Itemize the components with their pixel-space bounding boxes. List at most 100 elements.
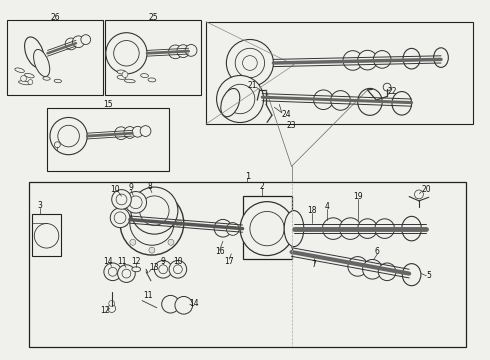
Circle shape: [120, 192, 184, 255]
Circle shape: [108, 267, 117, 276]
Bar: [105, 20, 201, 95]
Circle shape: [358, 219, 377, 238]
Text: 13: 13: [149, 263, 159, 272]
Ellipse shape: [221, 89, 240, 117]
Circle shape: [104, 263, 122, 281]
Circle shape: [130, 201, 136, 207]
Text: 18: 18: [307, 207, 317, 215]
Bar: [243, 196, 292, 259]
Text: 26: 26: [50, 13, 60, 22]
Text: 1: 1: [245, 172, 250, 181]
Circle shape: [122, 72, 128, 77]
Circle shape: [125, 192, 147, 213]
Circle shape: [217, 76, 264, 122]
Circle shape: [28, 80, 33, 85]
Circle shape: [169, 45, 182, 59]
Circle shape: [415, 190, 423, 199]
Circle shape: [373, 51, 391, 68]
Circle shape: [331, 91, 350, 110]
Circle shape: [122, 220, 128, 226]
Circle shape: [363, 260, 382, 279]
Text: 15: 15: [103, 100, 113, 109]
Text: 14: 14: [103, 257, 113, 266]
Text: 10: 10: [110, 185, 120, 194]
Text: 12: 12: [131, 257, 141, 266]
Ellipse shape: [19, 81, 30, 85]
Ellipse shape: [434, 48, 448, 67]
Bar: [206, 22, 473, 124]
Circle shape: [132, 126, 143, 137]
Circle shape: [177, 45, 190, 58]
Ellipse shape: [402, 264, 421, 286]
Text: 16: 16: [215, 248, 224, 256]
Circle shape: [375, 219, 394, 238]
Circle shape: [226, 222, 239, 235]
Circle shape: [124, 127, 136, 138]
Circle shape: [58, 125, 79, 147]
Ellipse shape: [24, 73, 34, 78]
Ellipse shape: [43, 77, 50, 80]
Text: 7: 7: [311, 260, 316, 269]
Circle shape: [235, 48, 265, 78]
Text: 23: 23: [287, 121, 296, 130]
Circle shape: [122, 269, 131, 278]
Circle shape: [250, 211, 284, 246]
Circle shape: [116, 194, 127, 205]
Circle shape: [118, 265, 135, 282]
Circle shape: [168, 239, 174, 245]
Circle shape: [130, 201, 174, 245]
Circle shape: [50, 117, 87, 155]
Ellipse shape: [141, 73, 148, 78]
Bar: [7, 20, 103, 95]
Text: 3: 3: [38, 202, 43, 210]
Ellipse shape: [148, 78, 156, 82]
Circle shape: [130, 239, 136, 245]
Circle shape: [129, 196, 142, 209]
Circle shape: [73, 36, 84, 48]
Circle shape: [340, 218, 361, 239]
Circle shape: [383, 83, 391, 91]
Circle shape: [168, 201, 174, 207]
Circle shape: [65, 38, 77, 50]
Circle shape: [54, 142, 60, 148]
Circle shape: [173, 265, 182, 274]
Text: 4: 4: [325, 202, 330, 211]
Circle shape: [243, 56, 257, 70]
Circle shape: [149, 247, 155, 253]
Circle shape: [140, 196, 169, 225]
Text: 9: 9: [128, 183, 133, 192]
Circle shape: [34, 224, 59, 248]
Text: 8: 8: [147, 182, 152, 191]
Bar: [47, 108, 169, 171]
Text: 20: 20: [421, 185, 431, 194]
Circle shape: [322, 218, 344, 239]
Ellipse shape: [24, 37, 44, 67]
Circle shape: [21, 76, 26, 81]
Text: 21: 21: [247, 81, 257, 90]
Text: 5: 5: [426, 271, 431, 280]
Circle shape: [314, 90, 333, 109]
Ellipse shape: [392, 91, 412, 115]
Ellipse shape: [124, 79, 135, 83]
Text: 22: 22: [387, 87, 397, 96]
Text: 19: 19: [353, 192, 363, 201]
Text: 14: 14: [189, 299, 198, 308]
Text: 12: 12: [100, 306, 110, 315]
Circle shape: [169, 260, 187, 278]
Ellipse shape: [117, 70, 126, 74]
Text: 11: 11: [117, 257, 126, 266]
Text: 24: 24: [282, 110, 292, 119]
Circle shape: [109, 301, 115, 306]
Circle shape: [159, 265, 168, 274]
Text: 10: 10: [173, 257, 183, 266]
Circle shape: [358, 50, 377, 70]
Text: 11: 11: [143, 291, 153, 300]
Text: 25: 25: [148, 13, 158, 22]
Ellipse shape: [358, 89, 382, 115]
Circle shape: [81, 35, 91, 45]
Text: 17: 17: [224, 257, 234, 266]
Circle shape: [378, 263, 396, 281]
Ellipse shape: [117, 75, 126, 80]
Text: 6: 6: [375, 248, 380, 256]
Circle shape: [149, 193, 155, 199]
